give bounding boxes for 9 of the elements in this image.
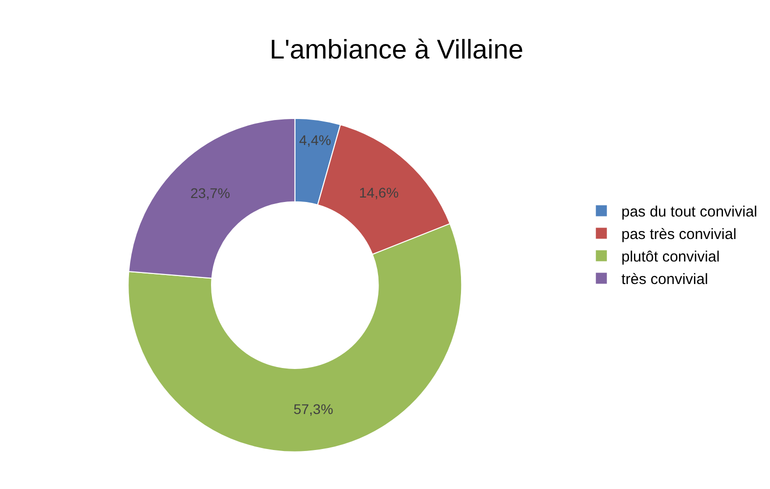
data-label: 4,4% <box>299 132 332 148</box>
legend-label: plutôt convivial <box>621 248 720 266</box>
legend-label: très convivial <box>621 271 708 288</box>
chart-title: L'ambiance à Villaine <box>270 34 524 64</box>
legend-label: pas du tout convivial <box>621 204 758 221</box>
legend-label: pas très convivial <box>621 226 736 244</box>
data-label: 14,6% <box>358 184 399 200</box>
data-label: 57,3% <box>293 400 334 417</box>
data-label: 23,7% <box>190 185 230 202</box>
